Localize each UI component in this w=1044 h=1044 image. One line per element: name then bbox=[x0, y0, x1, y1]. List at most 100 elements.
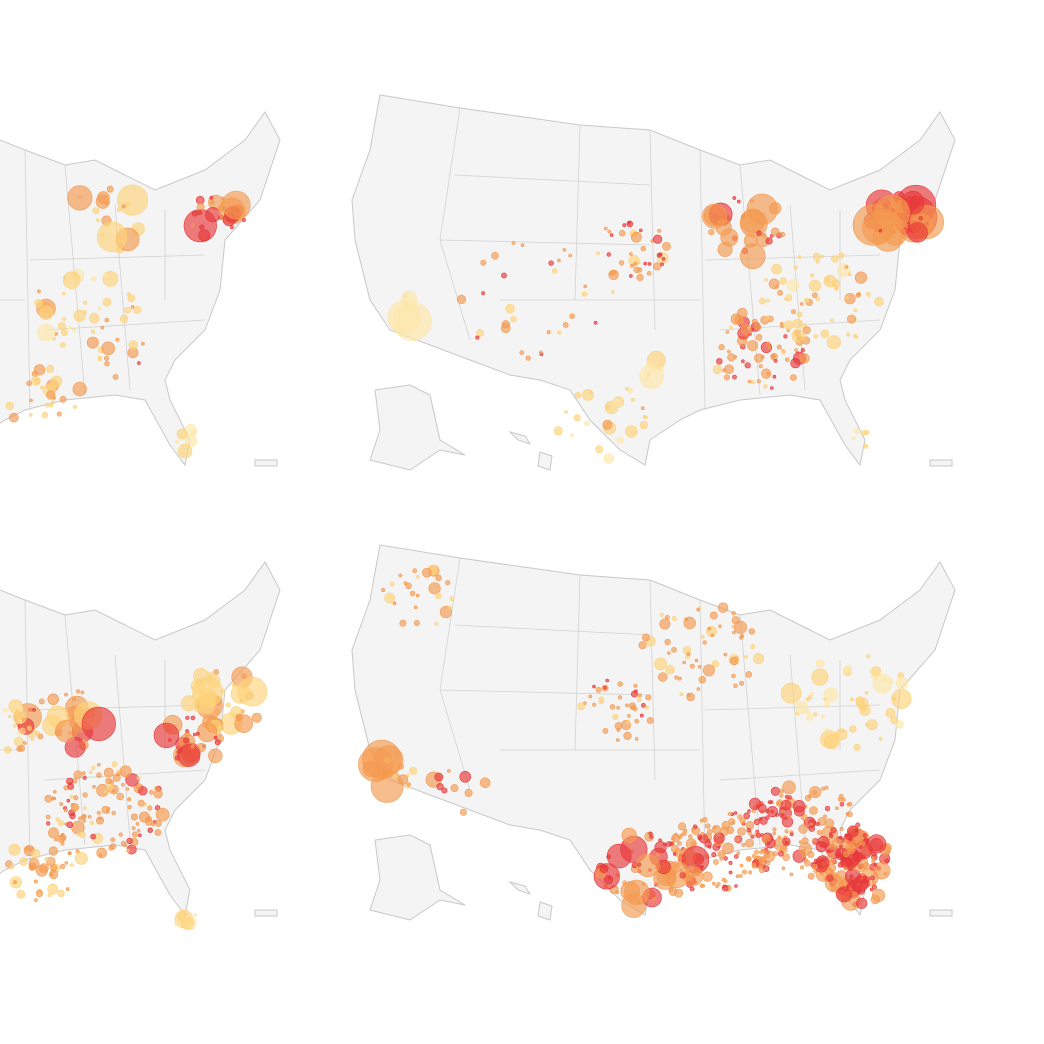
bubble bbox=[198, 229, 211, 242]
bubble bbox=[812, 838, 817, 843]
bubble bbox=[213, 735, 218, 740]
bubble bbox=[712, 824, 721, 834]
bubble bbox=[830, 827, 837, 834]
bubble bbox=[611, 269, 617, 276]
bubble bbox=[596, 251, 601, 256]
bubble bbox=[750, 834, 755, 839]
bubble bbox=[96, 762, 101, 767]
bubble bbox=[538, 350, 543, 355]
bubble bbox=[47, 693, 59, 705]
bubble bbox=[12, 880, 17, 885]
bubble bbox=[60, 832, 65, 837]
bubble bbox=[44, 402, 50, 408]
bubble bbox=[752, 653, 764, 665]
bubble bbox=[138, 833, 142, 838]
bubble bbox=[221, 689, 226, 694]
bubble bbox=[802, 853, 806, 858]
bubble bbox=[150, 822, 155, 827]
bubble bbox=[862, 862, 870, 870]
bubble bbox=[873, 871, 878, 876]
bubble bbox=[235, 713, 243, 721]
bubble bbox=[856, 292, 862, 297]
bubble bbox=[830, 318, 834, 323]
bubble bbox=[713, 859, 719, 865]
bubble bbox=[434, 621, 439, 626]
bubble bbox=[625, 703, 629, 708]
bubble bbox=[649, 835, 653, 839]
bubble bbox=[696, 607, 701, 612]
bubble bbox=[645, 694, 652, 701]
bubble bbox=[629, 274, 633, 278]
bubble bbox=[86, 336, 99, 349]
bubble bbox=[405, 582, 412, 590]
bubble bbox=[251, 712, 262, 723]
bubble bbox=[2, 707, 8, 713]
bubble bbox=[405, 773, 410, 778]
bubble bbox=[799, 865, 805, 870]
bubble bbox=[798, 840, 803, 844]
bubble bbox=[829, 843, 836, 850]
bubble bbox=[213, 669, 220, 675]
bubble bbox=[112, 773, 121, 782]
bubble bbox=[879, 204, 884, 209]
bubble bbox=[847, 314, 857, 324]
bubble bbox=[694, 658, 699, 663]
bubble bbox=[37, 323, 56, 342]
bubble bbox=[57, 889, 65, 898]
bubble bbox=[770, 786, 781, 796]
bubble bbox=[595, 686, 602, 693]
bubble bbox=[741, 842, 746, 847]
bubble bbox=[824, 785, 829, 790]
bubble bbox=[739, 817, 746, 824]
bubble bbox=[773, 358, 778, 363]
bubble bbox=[679, 692, 684, 697]
bubble bbox=[63, 275, 67, 280]
bubble bbox=[180, 695, 197, 712]
bubble bbox=[29, 398, 33, 403]
bubble bbox=[849, 846, 854, 851]
bubble bbox=[627, 714, 631, 718]
bubble bbox=[610, 290, 615, 294]
bubble bbox=[582, 389, 594, 401]
bubble bbox=[739, 863, 744, 868]
bubble bbox=[750, 644, 756, 650]
bubble bbox=[641, 633, 650, 642]
bubble bbox=[779, 788, 785, 794]
bubble bbox=[627, 221, 632, 225]
bubble bbox=[130, 305, 135, 309]
bubble bbox=[135, 821, 140, 826]
bubble bbox=[838, 793, 844, 799]
bubble bbox=[73, 795, 79, 801]
bubble bbox=[26, 380, 32, 387]
bubble bbox=[859, 704, 871, 716]
bubble bbox=[711, 852, 717, 858]
bubble bbox=[111, 810, 116, 816]
bubble bbox=[823, 274, 837, 288]
bubble bbox=[782, 837, 791, 846]
bubble bbox=[481, 291, 486, 296]
bubble bbox=[53, 837, 58, 842]
bubble bbox=[750, 199, 754, 203]
bubble bbox=[794, 348, 798, 352]
bubble bbox=[713, 832, 725, 844]
bubble bbox=[82, 792, 88, 798]
bubble bbox=[67, 185, 93, 211]
bubble bbox=[127, 294, 136, 303]
bubble bbox=[19, 857, 29, 866]
bubble bbox=[599, 864, 609, 874]
bubble bbox=[846, 811, 853, 818]
bubble bbox=[820, 786, 826, 791]
bubble bbox=[721, 877, 726, 882]
bubble bbox=[851, 885, 856, 890]
bubble bbox=[441, 787, 448, 794]
bubble bbox=[781, 350, 786, 355]
bubble bbox=[511, 241, 516, 245]
bubble bbox=[87, 814, 92, 819]
bubble bbox=[26, 725, 32, 731]
bubble bbox=[445, 580, 451, 586]
bubble bbox=[766, 341, 771, 346]
bubble bbox=[761, 368, 772, 379]
bubble bbox=[64, 692, 68, 697]
bubble bbox=[633, 266, 640, 273]
bubble bbox=[719, 856, 724, 861]
